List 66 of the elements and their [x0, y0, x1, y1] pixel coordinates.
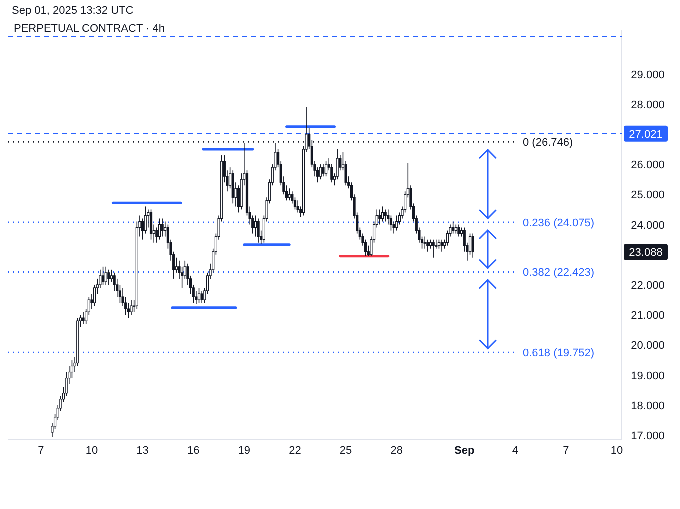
candlestick [150, 209, 153, 240]
candlestick [452, 221, 455, 234]
x-tick-label: 19 [238, 445, 251, 457]
candlestick [429, 239, 432, 250]
candlestick [161, 218, 164, 238]
x-tick-label: 22 [289, 445, 302, 457]
ref-line-label: 0 (26.746) [523, 137, 574, 150]
candlestick [472, 233, 474, 258]
candlestick [108, 270, 110, 286]
candlestick [257, 218, 260, 244]
candlestick [198, 288, 201, 304]
candlestick [324, 161, 328, 177]
x-tick-label: 13 [136, 445, 149, 457]
candlestick [426, 239, 430, 252]
y-tick-label: 24.000 [631, 220, 665, 232]
candlestick [322, 164, 325, 177]
x-tick-label: 7 [563, 445, 570, 457]
ref-line-label: 27.021 [629, 128, 663, 141]
candlestick [396, 215, 398, 232]
candlestick [254, 215, 258, 238]
candlestick [424, 236, 426, 250]
chart-subtitle: Sep 01, 2025 13:32 UTC [12, 5, 134, 17]
candlestick [82, 312, 85, 325]
candlestick [175, 257, 178, 274]
y-tick-label: 19.000 [631, 370, 665, 382]
candlestick [130, 300, 133, 316]
y-tick-label: 26.000 [631, 160, 665, 172]
candlestick [296, 200, 300, 214]
x-tick-label: 4 [512, 445, 518, 457]
candlestick [381, 206, 384, 222]
x-tick-label: 7 [38, 445, 44, 457]
candlestick [158, 218, 162, 240]
candlestick [200, 290, 204, 304]
y-tick-label: 21.000 [631, 310, 665, 322]
y-tick-label: 20.000 [631, 340, 665, 352]
y-tick-label: 22.000 [631, 280, 665, 292]
candlestick [102, 266, 105, 286]
y-tick-label: 17.000 [631, 430, 665, 442]
ref-line-label: 0.618 (19.752) [523, 348, 595, 360]
candlestick [438, 239, 441, 250]
y-tick-label: 25.000 [631, 190, 665, 202]
candlestick [319, 164, 322, 180]
x-tick-label: 10 [610, 445, 624, 457]
candlestick [156, 227, 158, 244]
x-tick-label: 10 [86, 445, 98, 457]
x-tick-label: 25 [340, 445, 352, 457]
ref-line-label: 0.382 (22.423) [523, 267, 595, 280]
x-tick-label: 16 [187, 445, 200, 457]
candlestick [440, 239, 444, 252]
candlestick [142, 218, 144, 240]
candlestick [454, 224, 458, 234]
y-tick-label: 29.000 [631, 69, 665, 82]
candlestick [104, 266, 108, 286]
candlestick [458, 224, 460, 238]
candlestick [384, 209, 387, 222]
chart-title: PERPETUAL CONTRACT · 4h [14, 23, 165, 35]
candlestick [288, 188, 291, 202]
y-tick-label: 28.000 [631, 99, 665, 112]
candlestick [378, 209, 382, 226]
x-tick-label: Sep [454, 445, 475, 457]
candlestick [110, 270, 114, 282]
x-tick-label: 28 [390, 445, 403, 457]
text: 23.088 [629, 247, 663, 260]
y-tick-label: 18.000 [631, 400, 665, 412]
ref-line-label: 0.236 (24.075) [523, 218, 595, 230]
candlestick [432, 239, 435, 258]
